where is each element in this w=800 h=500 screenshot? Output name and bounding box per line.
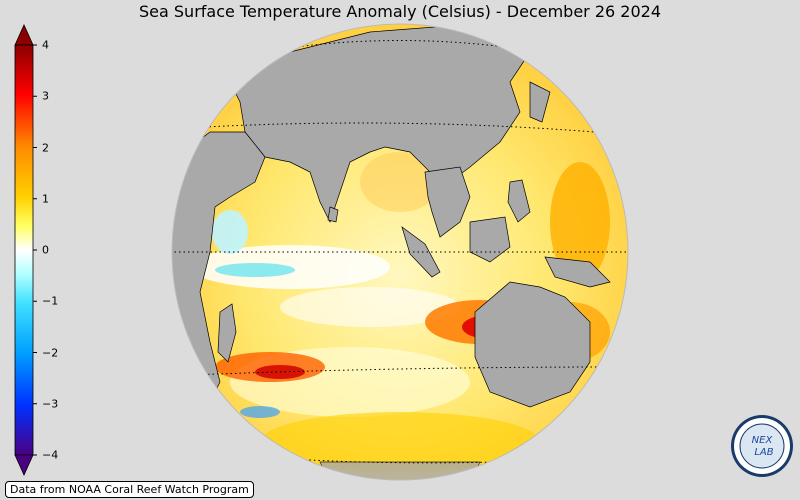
colorbar-max-arrow: [14, 24, 34, 46]
colorbar-tick-label: −3: [42, 397, 59, 411]
colorbar-tick-label: 0: [42, 243, 49, 257]
map-title: Sea Surface Temperature Anomaly (Celsius…: [139, 2, 661, 21]
svg-text:NEX: NEX: [752, 435, 774, 446]
colorbar-tick-label: 2: [42, 141, 49, 154]
colorbar-tick-label: −4: [42, 448, 59, 462]
colorbar-tick-label: 3: [42, 89, 49, 103]
colorbar-tick-label: −1: [42, 294, 59, 308]
nexlab-logo: NEX LAB: [731, 415, 793, 477]
cool-anomaly: [215, 263, 295, 277]
data-source-label: Data from NOAA Coral Reef Watch Program: [5, 481, 254, 498]
colorbar: 4 3 2 1 0 −1 −2 −3 −4: [10, 20, 70, 480]
land: [172, 24, 611, 480]
colorbar-gradient: [14, 24, 37, 476]
svg-text:LAB: LAB: [754, 447, 773, 458]
colorbar-tick-label: −2: [42, 346, 59, 359]
colorbar-min-arrow: [14, 454, 34, 476]
colorbar-tick-label: 1: [42, 192, 49, 206]
colorbar-tick-label: 4: [42, 38, 49, 52]
globe-map: [171, 23, 629, 481]
